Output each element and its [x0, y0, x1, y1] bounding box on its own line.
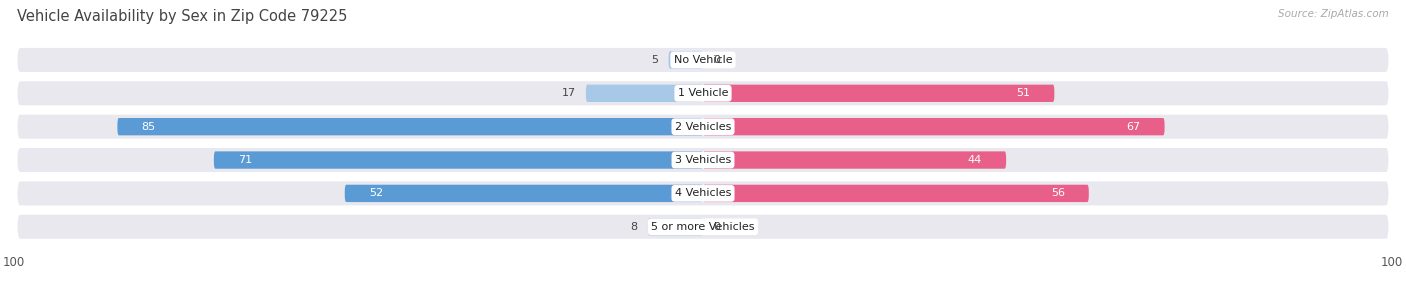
FancyBboxPatch shape	[648, 218, 703, 235]
Text: 0: 0	[713, 222, 720, 232]
FancyBboxPatch shape	[17, 181, 1389, 205]
Text: 85: 85	[142, 122, 156, 132]
FancyBboxPatch shape	[17, 81, 1389, 105]
Text: 71: 71	[238, 155, 252, 165]
Text: 5 or more Vehicles: 5 or more Vehicles	[651, 222, 755, 232]
Text: 17: 17	[561, 88, 575, 98]
Text: Source: ZipAtlas.com: Source: ZipAtlas.com	[1278, 9, 1389, 19]
Text: 67: 67	[1126, 122, 1140, 132]
Text: 2 Vehicles: 2 Vehicles	[675, 122, 731, 132]
FancyBboxPatch shape	[669, 51, 703, 69]
FancyBboxPatch shape	[117, 118, 703, 135]
FancyBboxPatch shape	[344, 185, 703, 202]
Text: 52: 52	[368, 188, 382, 198]
FancyBboxPatch shape	[17, 215, 1389, 239]
FancyBboxPatch shape	[703, 185, 1088, 202]
Text: No Vehicle: No Vehicle	[673, 55, 733, 65]
Text: 51: 51	[1017, 88, 1031, 98]
FancyBboxPatch shape	[703, 118, 1164, 135]
FancyBboxPatch shape	[586, 85, 703, 102]
Text: 5: 5	[651, 55, 658, 65]
Text: 44: 44	[967, 155, 981, 165]
Text: 3 Vehicles: 3 Vehicles	[675, 155, 731, 165]
Text: 56: 56	[1050, 188, 1064, 198]
Text: 8: 8	[630, 222, 637, 232]
Text: 4 Vehicles: 4 Vehicles	[675, 188, 731, 198]
Text: 1 Vehicle: 1 Vehicle	[678, 88, 728, 98]
FancyBboxPatch shape	[17, 115, 1389, 139]
FancyBboxPatch shape	[17, 148, 1389, 172]
FancyBboxPatch shape	[17, 48, 1389, 72]
Text: Vehicle Availability by Sex in Zip Code 79225: Vehicle Availability by Sex in Zip Code …	[17, 9, 347, 24]
FancyBboxPatch shape	[703, 85, 1054, 102]
FancyBboxPatch shape	[703, 151, 1007, 169]
FancyBboxPatch shape	[214, 151, 703, 169]
Text: 0: 0	[713, 55, 720, 65]
